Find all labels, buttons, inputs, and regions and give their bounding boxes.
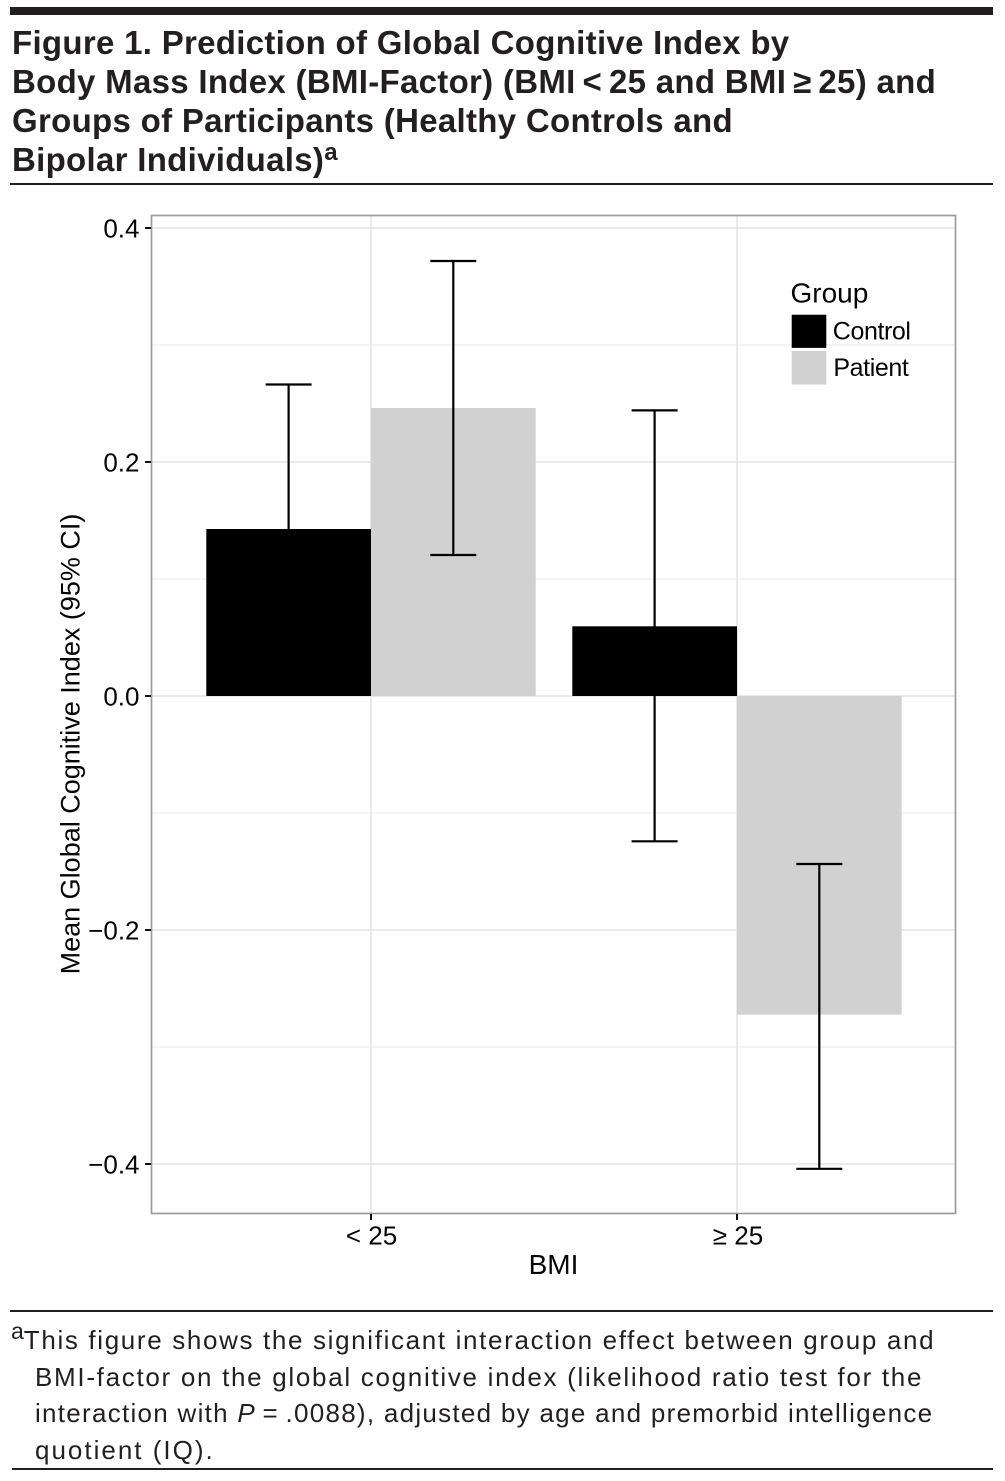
svg-text:Control: Control — [833, 317, 911, 345]
svg-text:Mean Global Cognitive Index (9: Mean Global Cognitive Index (95% CI) — [56, 514, 86, 975]
svg-text:Patient: Patient — [833, 354, 908, 382]
svg-text:0.2: 0.2 — [103, 447, 139, 477]
svg-text:0.0: 0.0 — [103, 681, 139, 711]
svg-text:BMI: BMI — [529, 1249, 579, 1280]
svg-text:Group: Group — [791, 278, 869, 309]
svg-text:< 25: < 25 — [346, 1221, 397, 1251]
svg-text:−0.2: −0.2 — [88, 915, 139, 945]
svg-text:0.4: 0.4 — [103, 213, 139, 243]
svg-text:≥ 25: ≥ 25 — [713, 1221, 763, 1251]
svg-text:−0.4: −0.4 — [88, 1149, 139, 1179]
